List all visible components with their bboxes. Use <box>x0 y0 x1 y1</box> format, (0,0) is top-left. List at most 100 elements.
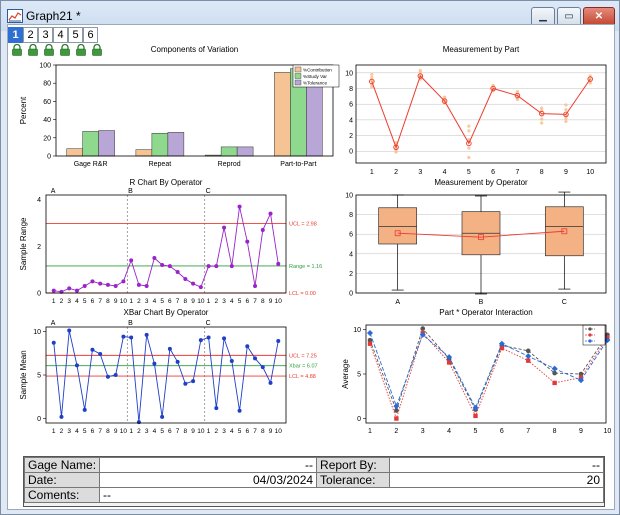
bar-pct-study-var <box>82 131 99 157</box>
x-tick-label: 1 <box>207 298 211 305</box>
x-tick-label: 8 <box>553 428 557 435</box>
lock-icon[interactable] <box>11 43 23 56</box>
x-tick-label: 2 <box>215 428 219 435</box>
x-category-label: Gage R&R <box>74 161 108 168</box>
sample-point <box>129 335 134 340</box>
sample-point <box>229 359 234 364</box>
sample-point <box>268 380 273 385</box>
r-chart-panel[interactable]: R Chart By Operator Sample Range A B C 1 2 3 4 5 6… <box>8 175 338 305</box>
measurement-by-operator-chart[interactable]: Measurement by Operator 0 2 4 6 8 10 A B C <box>338 175 614 306</box>
x-tick-label: 9 <box>579 428 583 435</box>
sample-point <box>152 256 157 260</box>
sample-point <box>229 264 234 269</box>
x-tick-label: 7 <box>98 298 102 305</box>
part-operator-interaction-chart[interactable]: Part * Operator Interaction Average 0 5 10 1 2… <box>338 305 614 435</box>
lock-icon[interactable] <box>75 43 87 56</box>
x-tick-label: 6 <box>91 428 95 435</box>
measurement-point <box>418 68 422 73</box>
components-of-variation-chart[interactable]: Components of Variation Percent 0 20 40 60 80 1… <box>8 41 340 177</box>
x-tick-label: 8 <box>261 428 265 435</box>
interaction-panel[interactable]: Part * Operator Interaction Average 0 5 10 1 2… <box>338 305 614 435</box>
sample-point <box>167 264 172 269</box>
center-label: Range = 1.16 <box>289 264 322 270</box>
x-tick-label: 2 <box>60 298 64 305</box>
y-tick-label: 10 <box>33 329 41 336</box>
gage-name-value[interactable]: -- <box>99 457 318 473</box>
x-tick-label: 1 <box>129 298 133 305</box>
tab-layer-2[interactable]: 2 <box>23 27 38 43</box>
ucl-label: UCL = 7.25 <box>289 353 317 359</box>
sample-point <box>276 338 281 343</box>
report-by-value[interactable]: -- <box>389 457 604 473</box>
operator-marker <box>577 377 584 384</box>
xbar-chart-panel[interactable]: XBar Chart By Operator Sample Mean 0 5 10 A B C… <box>8 305 338 435</box>
operator-marker <box>393 403 400 410</box>
x-tick-label: 9 <box>191 428 195 435</box>
x-tick-label: 10 <box>120 298 128 305</box>
graph-app-icon[interactable] <box>7 9 23 23</box>
xbar-chart-by-operator[interactable]: XBar Chart By Operator Sample Mean 0 5 10 A B C… <box>8 305 338 435</box>
measurement-by-operator-panel[interactable]: Measurement by Operator 0 2 4 6 8 10 A B C <box>338 175 614 306</box>
x-tick-label: 2 <box>137 298 141 305</box>
x-tick-label: 3 <box>145 428 149 435</box>
y-tick-label: 0 <box>47 154 51 161</box>
sample-point <box>268 211 273 216</box>
measurement-point <box>442 95 447 99</box>
x-category-label: C <box>562 299 567 306</box>
measurement-point <box>467 155 471 160</box>
tab-layer-4[interactable]: 4 <box>53 27 68 43</box>
sample-point <box>222 225 227 230</box>
operator-marker <box>552 370 557 376</box>
measurement-point <box>564 119 568 124</box>
x-tick-label: 4 <box>447 428 451 435</box>
y-axis-label: Average <box>341 359 350 389</box>
lock-icon[interactable] <box>59 43 71 56</box>
tolerance-value[interactable]: 20 <box>389 472 604 488</box>
bar-pct-tolerance <box>98 130 115 157</box>
lock-icon[interactable] <box>91 43 103 56</box>
date-value[interactable]: 04/03/2024 <box>99 472 318 488</box>
sample-point <box>51 340 56 345</box>
measurement-point <box>370 79 374 83</box>
sample-line <box>53 330 279 423</box>
mean-marker <box>490 85 496 92</box>
comments-value[interactable]: -- <box>99 487 604 503</box>
sample-point <box>245 239 250 244</box>
tab-layer-5[interactable]: 5 <box>68 27 83 43</box>
sample-point <box>90 347 95 352</box>
components-of-variation-panel[interactable]: Components of Variation Percent 0 20 40 60 80 1… <box>8 41 340 177</box>
tab-layer-6[interactable]: 6 <box>83 27 98 43</box>
measurement-by-part-panel[interactable]: Measurement by Part 0 2 4 6 8 10 1 2 3 4 5 6 7 8 9 10 <box>338 41 614 177</box>
x-tick-label: 2 <box>215 298 219 305</box>
tab-layer-3[interactable]: 3 <box>38 27 53 43</box>
x-tick-label: 10 <box>603 428 611 435</box>
bar-pct-tolerance <box>236 146 254 157</box>
gage-name-label: Gage Name: <box>23 457 101 473</box>
bar-pct-study-var <box>151 133 169 157</box>
sample-point <box>260 365 265 370</box>
x-tick-label: 10 <box>197 298 205 305</box>
x-tick-label: 10 <box>586 169 594 176</box>
sample-point <box>113 284 118 288</box>
sample-point <box>74 363 79 368</box>
operator-marker <box>394 408 399 413</box>
legend-swatch <box>294 66 302 73</box>
measurement-point <box>394 141 398 145</box>
operator-marker <box>473 413 478 419</box>
legend-label: %Tolerance <box>303 81 327 86</box>
chart-title: Measurement by Operator <box>434 178 528 187</box>
sample-point <box>144 332 149 337</box>
tab-layer-1[interactable]: 1 <box>8 27 23 43</box>
lock-icon[interactable] <box>27 43 39 56</box>
bar-pct-tolerance <box>167 132 185 157</box>
plot-frame <box>55 64 334 157</box>
lock-icon[interactable] <box>43 43 55 56</box>
x-tick-label: 9 <box>564 169 568 176</box>
measurement-point <box>370 75 374 80</box>
x-tick-label: 9 <box>191 298 195 305</box>
x-category-label: Part-to-Part <box>280 161 316 168</box>
x-tick-label: 3 <box>418 169 422 176</box>
